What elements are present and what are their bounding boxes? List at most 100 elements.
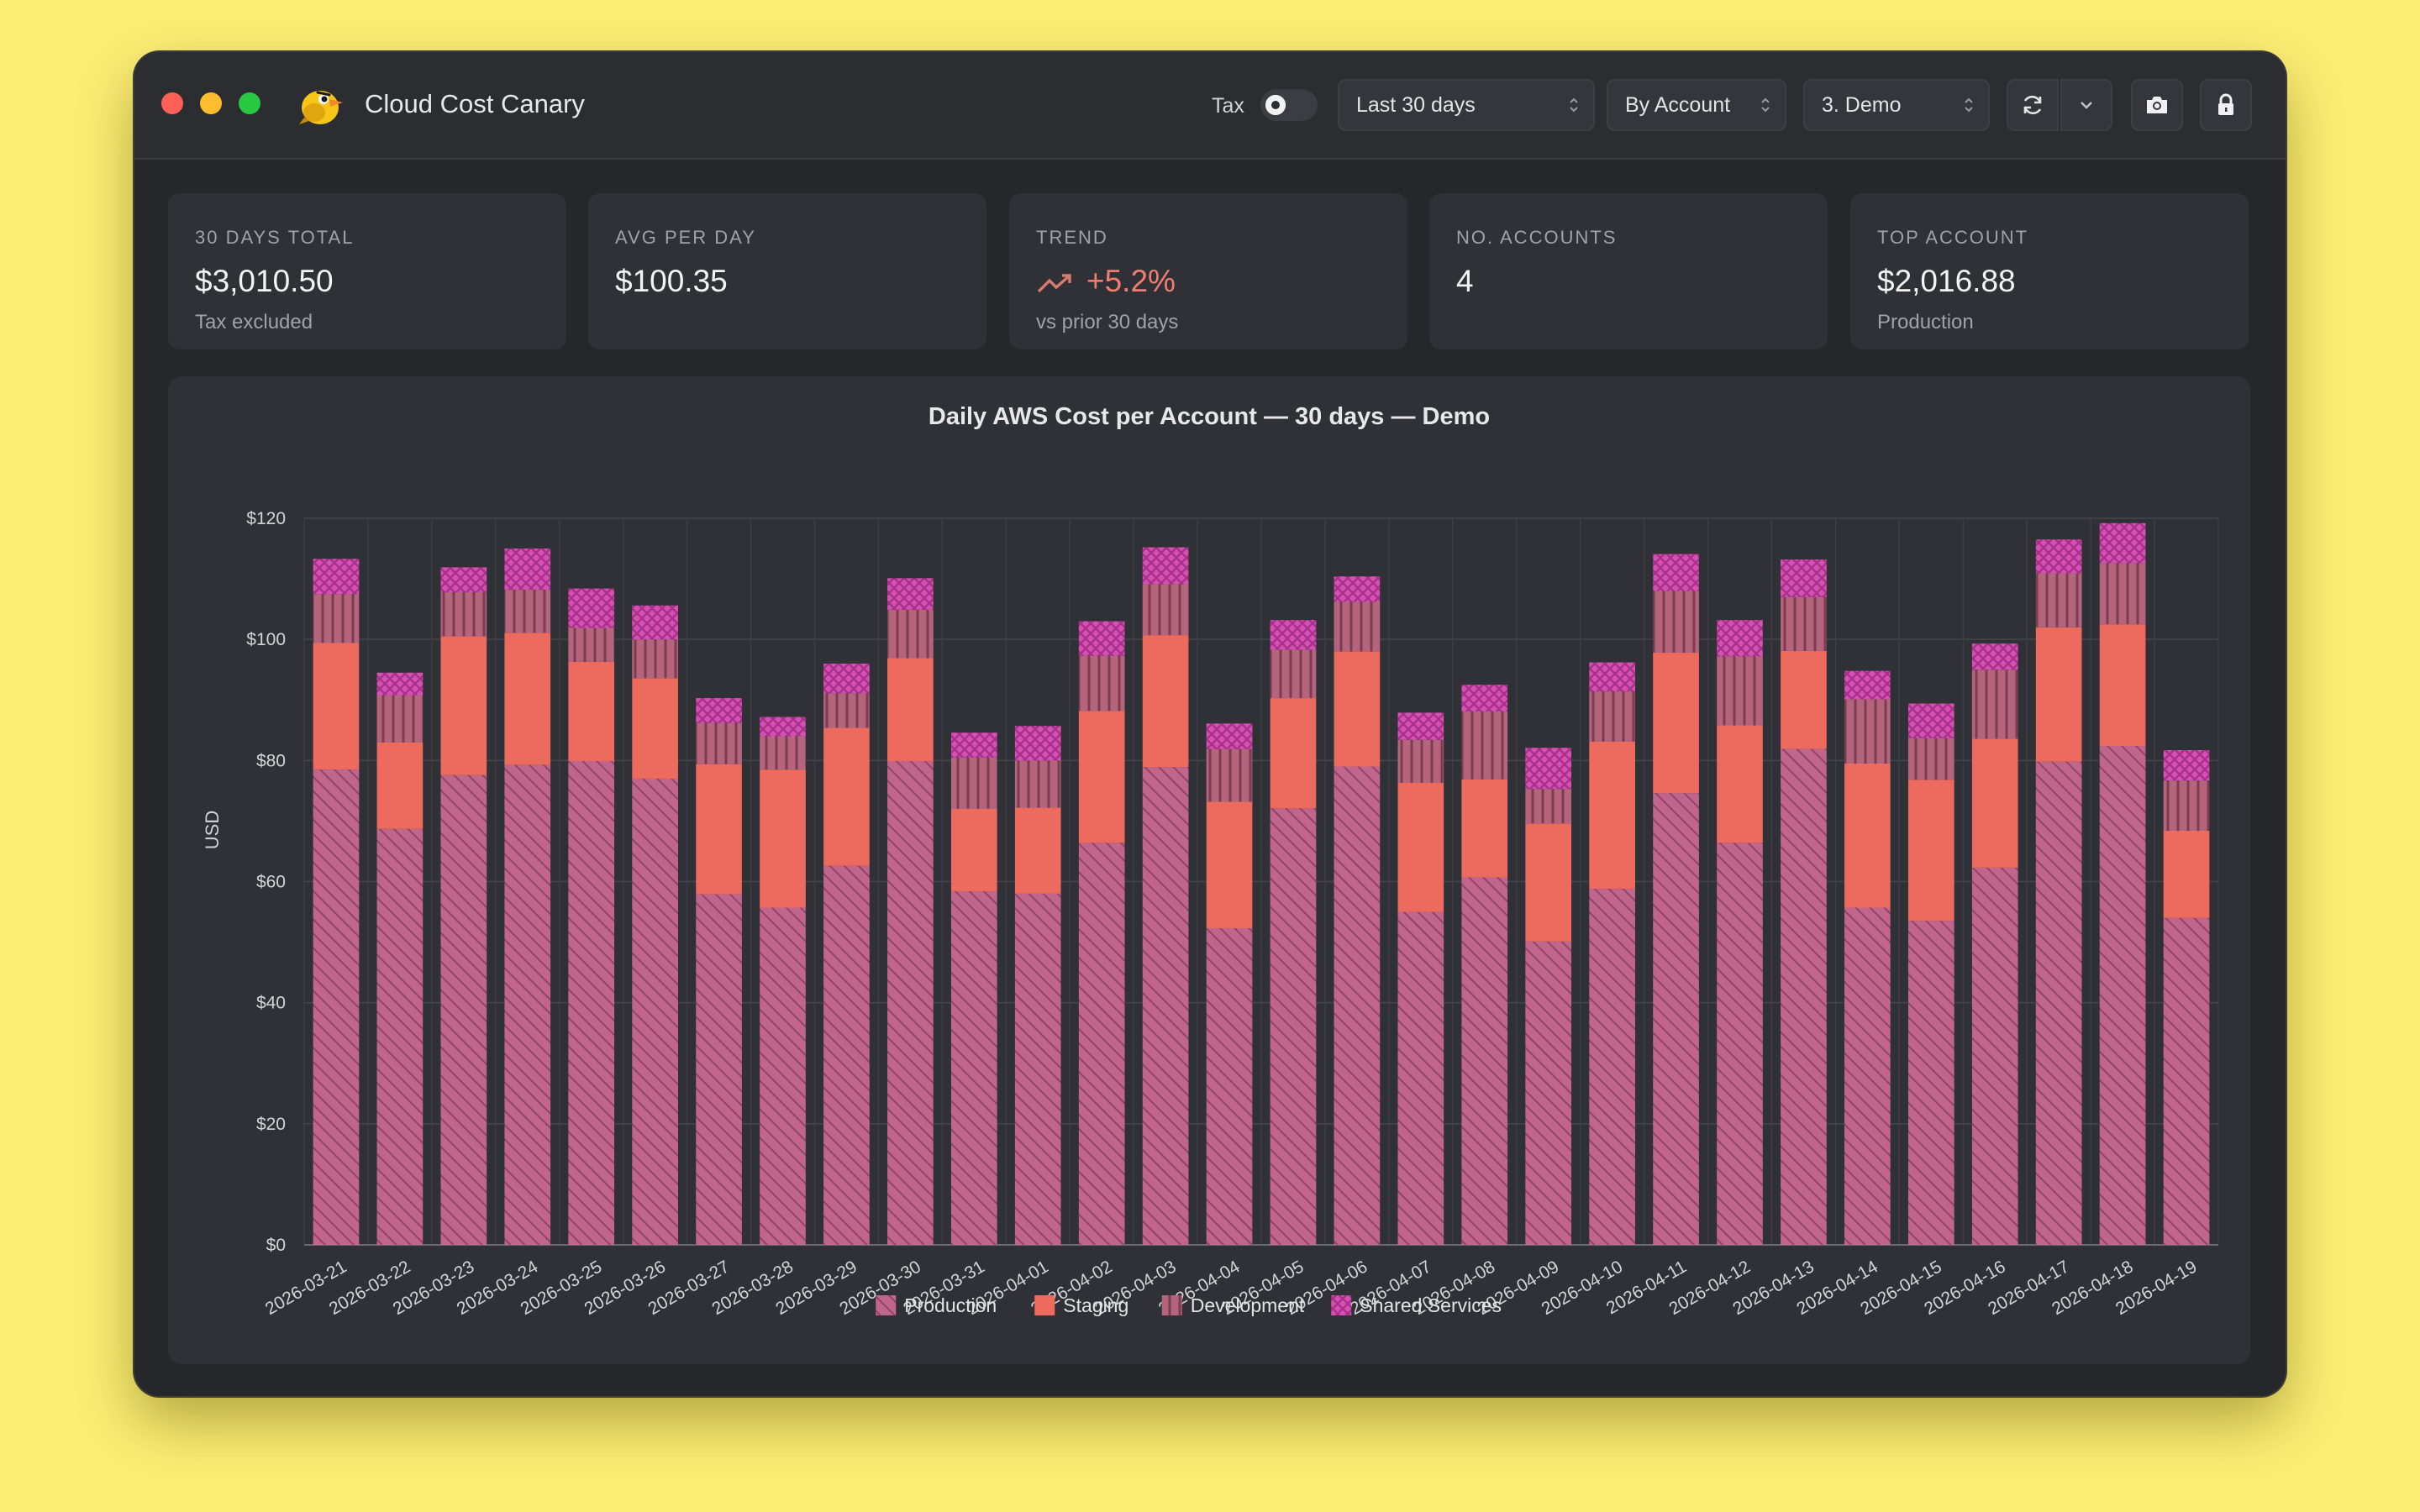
- staging-segment: [1907, 780, 1954, 921]
- top-account-card: TOP ACCOUNT $2,016.88 Production: [1850, 193, 2249, 349]
- card-label: 30 DAYS TOTAL: [195, 227, 355, 248]
- production-segment: [504, 764, 551, 1245]
- shared-services-segment: [1270, 620, 1317, 650]
- date-range-value: Last 30 days: [1356, 93, 1476, 117]
- card-value: $2,016.88: [1877, 264, 2016, 298]
- staging-segment: [1589, 741, 1635, 890]
- shared-services-segment: [950, 732, 997, 758]
- development-segment: [1907, 738, 1954, 780]
- staging-segment: [1078, 711, 1125, 843]
- close-window-button[interactable]: [161, 92, 183, 114]
- chart-title: Daily AWS Cost per Account — 30 days — D…: [929, 403, 1490, 430]
- card-label: TOP ACCOUNT: [1877, 227, 2029, 248]
- updown-chevron-icon: [1761, 97, 1770, 113]
- development-segment: [568, 627, 615, 662]
- card-value: 4: [1456, 264, 1474, 298]
- minimize-window-button[interactable]: [200, 92, 222, 114]
- total-cost-card: 30 DAYS TOTAL $3,010.50 Tax excluded: [168, 193, 566, 349]
- staging-segment: [1334, 651, 1381, 767]
- y-tick-label: $120: [246, 509, 286, 528]
- y-tick-label: $40: [256, 994, 286, 1013]
- development-segment: [887, 609, 934, 659]
- y-tick-label: $100: [246, 630, 286, 649]
- staging-segment: [440, 636, 487, 775]
- title-bar: Cloud Cost Canary Tax Last 30 days By Ac…: [134, 52, 2286, 160]
- production-segment: [1142, 767, 1189, 1245]
- legend-label: Development: [1191, 1294, 1305, 1316]
- development-segment: [950, 757, 997, 809]
- staging-segment: [823, 727, 870, 866]
- card-label: TREND: [1036, 227, 1108, 248]
- staging-segment: [760, 769, 806, 908]
- production-segment: [1781, 748, 1827, 1245]
- card-subtitle: vs prior 30 days: [1036, 311, 1179, 333]
- development-segment: [1525, 789, 1572, 824]
- staging-segment: [1270, 698, 1317, 809]
- staging-segment: [887, 658, 934, 762]
- shared-services-segment: [1971, 643, 2018, 670]
- production-segment: [1844, 907, 1891, 1245]
- refresh-icon: [2023, 95, 2042, 115]
- staging-segment: [376, 742, 424, 829]
- production-segment: [1907, 921, 1954, 1245]
- legend-label: Staging: [1063, 1294, 1128, 1316]
- development-segment: [2163, 780, 2210, 831]
- development-segment: [2035, 573, 2082, 627]
- production-segment: [1014, 893, 1061, 1245]
- staging-segment: [313, 643, 360, 770]
- date-range-select[interactable]: Last 30 days: [1338, 79, 1595, 131]
- legend-swatch: [1161, 1295, 1182, 1315]
- production-segment: [696, 894, 742, 1245]
- development-segment: [1078, 655, 1125, 711]
- shared-services-segment: [568, 588, 615, 628]
- account-value: 3. Demo: [1822, 93, 1902, 117]
- account-select[interactable]: 3. Demo: [1803, 79, 1990, 131]
- group-by-select[interactable]: By Account: [1607, 79, 1786, 131]
- staging-segment: [568, 661, 615, 762]
- production-segment: [2035, 761, 2082, 1245]
- trend-up-icon: [1037, 274, 1071, 293]
- production-segment: [2163, 917, 2210, 1245]
- tax-toggle-label: Tax: [1212, 94, 1244, 118]
- lock-button[interactable]: [2200, 79, 2252, 131]
- staging-segment: [632, 678, 678, 779]
- production-segment: [887, 761, 934, 1245]
- shared-services-segment: [504, 549, 551, 591]
- production-segment: [950, 891, 997, 1245]
- shared-services-segment: [1397, 712, 1444, 740]
- production-segment: [1397, 911, 1444, 1245]
- development-segment: [1270, 649, 1317, 699]
- development-segment: [440, 591, 487, 637]
- card-subtitle: Production: [1877, 311, 1974, 333]
- staging-segment: [1014, 807, 1061, 894]
- chart-panel: Daily AWS Cost per Account — 30 days — D…: [168, 376, 2250, 1364]
- shared-services-segment: [632, 605, 678, 640]
- production-segment: [1589, 889, 1635, 1245]
- screenshot-button[interactable]: [2131, 79, 2183, 131]
- shared-services-segment: [313, 559, 360, 595]
- shared-services-segment: [760, 717, 806, 737]
- legend-swatch: [876, 1295, 897, 1315]
- refresh-button[interactable]: [2007, 79, 2059, 131]
- shared-services-segment: [2099, 522, 2146, 564]
- staging-segment: [1397, 783, 1444, 912]
- shared-services-segment: [440, 567, 487, 592]
- y-tick-label: $60: [256, 873, 286, 892]
- refresh-options-button[interactable]: [2060, 79, 2112, 131]
- tax-toggle[interactable]: [1260, 89, 1318, 121]
- card-value: +5.2%: [1086, 264, 1176, 298]
- chevron-down-icon: [2081, 102, 2092, 109]
- updown-chevron-icon: [1965, 97, 1973, 113]
- staging-segment: [2099, 624, 2146, 747]
- canary-bird-icon: [299, 91, 343, 124]
- y-tick-label: $0: [266, 1236, 286, 1255]
- shared-services-segment: [1844, 670, 1891, 700]
- development-segment: [1844, 699, 1891, 764]
- production-segment: [313, 769, 360, 1245]
- updown-chevron-icon: [1570, 97, 1578, 113]
- staging-segment: [2035, 627, 2082, 762]
- staging-segment: [1206, 801, 1253, 929]
- zoom-window-button[interactable]: [239, 92, 260, 114]
- y-tick-label: $80: [256, 751, 286, 770]
- production-segment: [1334, 766, 1381, 1245]
